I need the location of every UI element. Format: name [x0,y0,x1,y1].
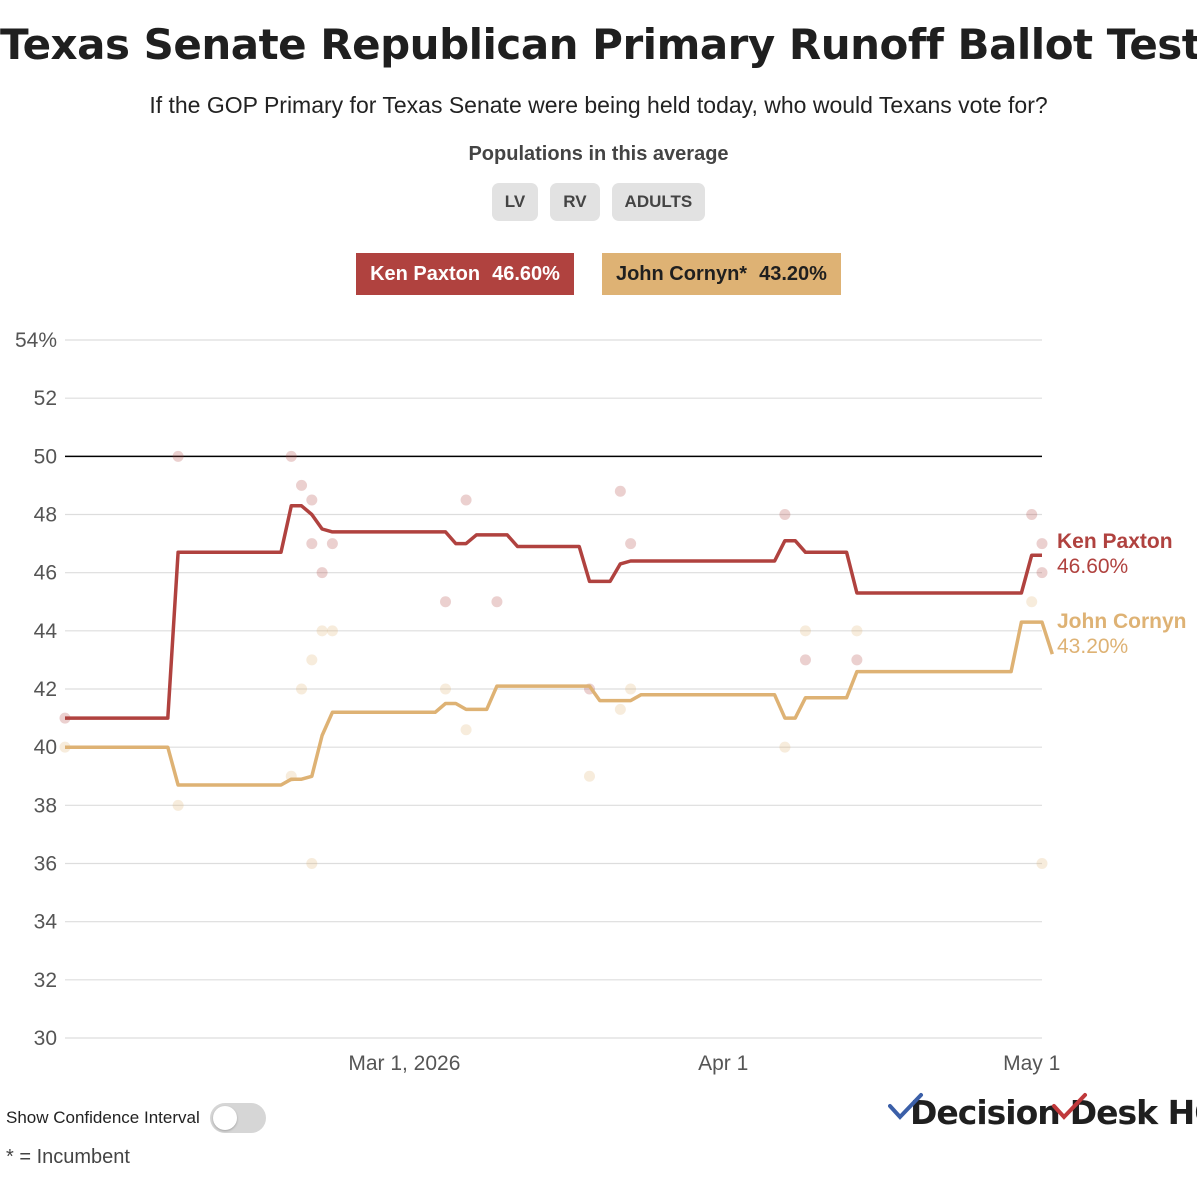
poll-dot-cornyn[interactable] [172,799,184,811]
checkmark-red-icon [1051,1092,1087,1120]
poll-dot-paxton[interactable] [1036,567,1048,579]
poll-dot-paxton[interactable] [296,479,308,491]
y-tick-label: 46 [34,562,57,585]
series-line-paxton[interactable] [65,504,1042,720]
populations-label: Populations in this average [468,143,729,165]
poll-dot-paxton[interactable] [799,654,811,666]
y-tick-label: 32 [34,969,57,992]
chart-subtitle: If the GOP Primary for Texas Senate were… [149,92,1048,118]
poll-dot-cornyn[interactable] [851,625,863,637]
y-tick-label: 36 [34,853,57,876]
poll-dot-cornyn[interactable] [583,770,595,782]
poll-dot-cornyn[interactable] [460,724,472,736]
poll-dot-cornyn[interactable] [799,625,811,637]
poll-dot-paxton[interactable] [285,450,297,462]
y-tick-label: 50 [34,445,57,468]
poll-dot-cornyn[interactable] [440,683,452,695]
poll-dot-cornyn[interactable] [614,703,626,715]
poll-dot-cornyn[interactable] [306,858,318,869]
x-tick-label: Apr 1 [698,1052,748,1075]
poll-dot-cornyn[interactable] [326,625,338,637]
legend: Ken Paxton 46.60% John Cornyn* 43.20% [0,253,1197,295]
y-tick-label: 42 [34,678,57,701]
poll-dot-paxton[interactable] [779,509,791,520]
confidence-interval-control: Show Confidence Interval [6,1103,266,1133]
incumbent-footnote: * = Incumbent [6,1146,130,1168]
end-label-name-cornyn: John Cornyn [1057,610,1187,633]
poll-dot-paxton[interactable] [316,567,328,579]
poll-dot-cornyn[interactable] [779,741,791,753]
poll-dot-cornyn[interactable] [625,683,637,695]
population-lv-button[interactable]: LV [491,183,539,221]
legend-cornyn-value: 43.20% [759,262,827,285]
poll-dot-cornyn[interactable] [316,625,328,637]
poll-dot-paxton[interactable] [440,596,452,608]
poll-dot-cornyn[interactable] [296,683,308,695]
x-tick-label: Mar 1, 2026 [348,1052,460,1075]
y-tick-label: 38 [34,794,57,817]
poll-dot-paxton[interactable] [491,596,503,608]
confidence-interval-label: Show Confidence Interval [6,1108,200,1127]
end-label-value-paxton: 46.60% [1057,555,1128,578]
poll-dot-cornyn[interactable] [1026,596,1038,608]
series-line-cornyn[interactable] [65,620,1054,787]
x-tick-label: May 1 [1003,1052,1060,1075]
decision-desk-logo[interactable]: Decision Desk HQ [888,1092,1197,1132]
toggle-knob [212,1106,237,1130]
poll-dot-paxton[interactable] [326,538,338,550]
y-tick-label: 40 [34,736,57,759]
poll-dot-paxton[interactable] [851,654,863,666]
legend-paxton-name: Ken Paxton [370,262,481,285]
logo-text-decision: Decision [910,1093,1061,1132]
population-rv-button[interactable]: RV [550,183,600,221]
legend-cornyn-name: John Cornyn* [615,262,748,285]
poll-dot-paxton[interactable] [625,538,637,550]
poll-dot-cornyn[interactable] [306,654,318,666]
poll-dot-paxton[interactable] [1036,538,1048,550]
poll-dot-cornyn[interactable] [1036,858,1048,869]
logo-text-desk-hq: Desk HQ [1069,1093,1197,1132]
line-chart: 54% 52 50 48 46 44 42 40 38 36 34 32 30 Mar 1, 2026 Ap… [15,329,1187,1075]
poll-dot-paxton[interactable] [306,494,318,506]
y-tick-label: 54% [15,329,57,352]
y-tick-label: 30 [34,1027,57,1050]
chart-title: Texas Senate Republican Primary Runoff B… [0,20,1197,69]
end-label-value-cornyn: 43.20% [1057,635,1128,658]
population-adults-button[interactable]: ADULTS [611,183,706,221]
checkmark-blue-icon [888,1092,923,1120]
y-tick-label: 52 [34,387,57,410]
confidence-interval-toggle[interactable] [209,1103,266,1133]
y-tick-label: 44 [34,620,58,643]
legend-cornyn[interactable]: John Cornyn* 43.20% [601,253,841,295]
legend-paxton-value: 46.60% [492,262,560,285]
population-filters: LV RV ADULTS [0,183,1197,221]
poll-dot-paxton[interactable] [1026,509,1038,520]
poll-dot-paxton[interactable] [306,538,318,550]
y-tick-label: 48 [34,504,57,527]
poll-dot-paxton[interactable] [172,450,184,462]
legend-paxton[interactable]: Ken Paxton 46.60% [356,253,574,295]
end-label-name-paxton: Ken Paxton [1057,530,1173,553]
y-tick-label: 34 [34,911,58,934]
poll-dot-paxton[interactable] [460,494,472,506]
poll-dot-paxton[interactable] [614,485,626,497]
